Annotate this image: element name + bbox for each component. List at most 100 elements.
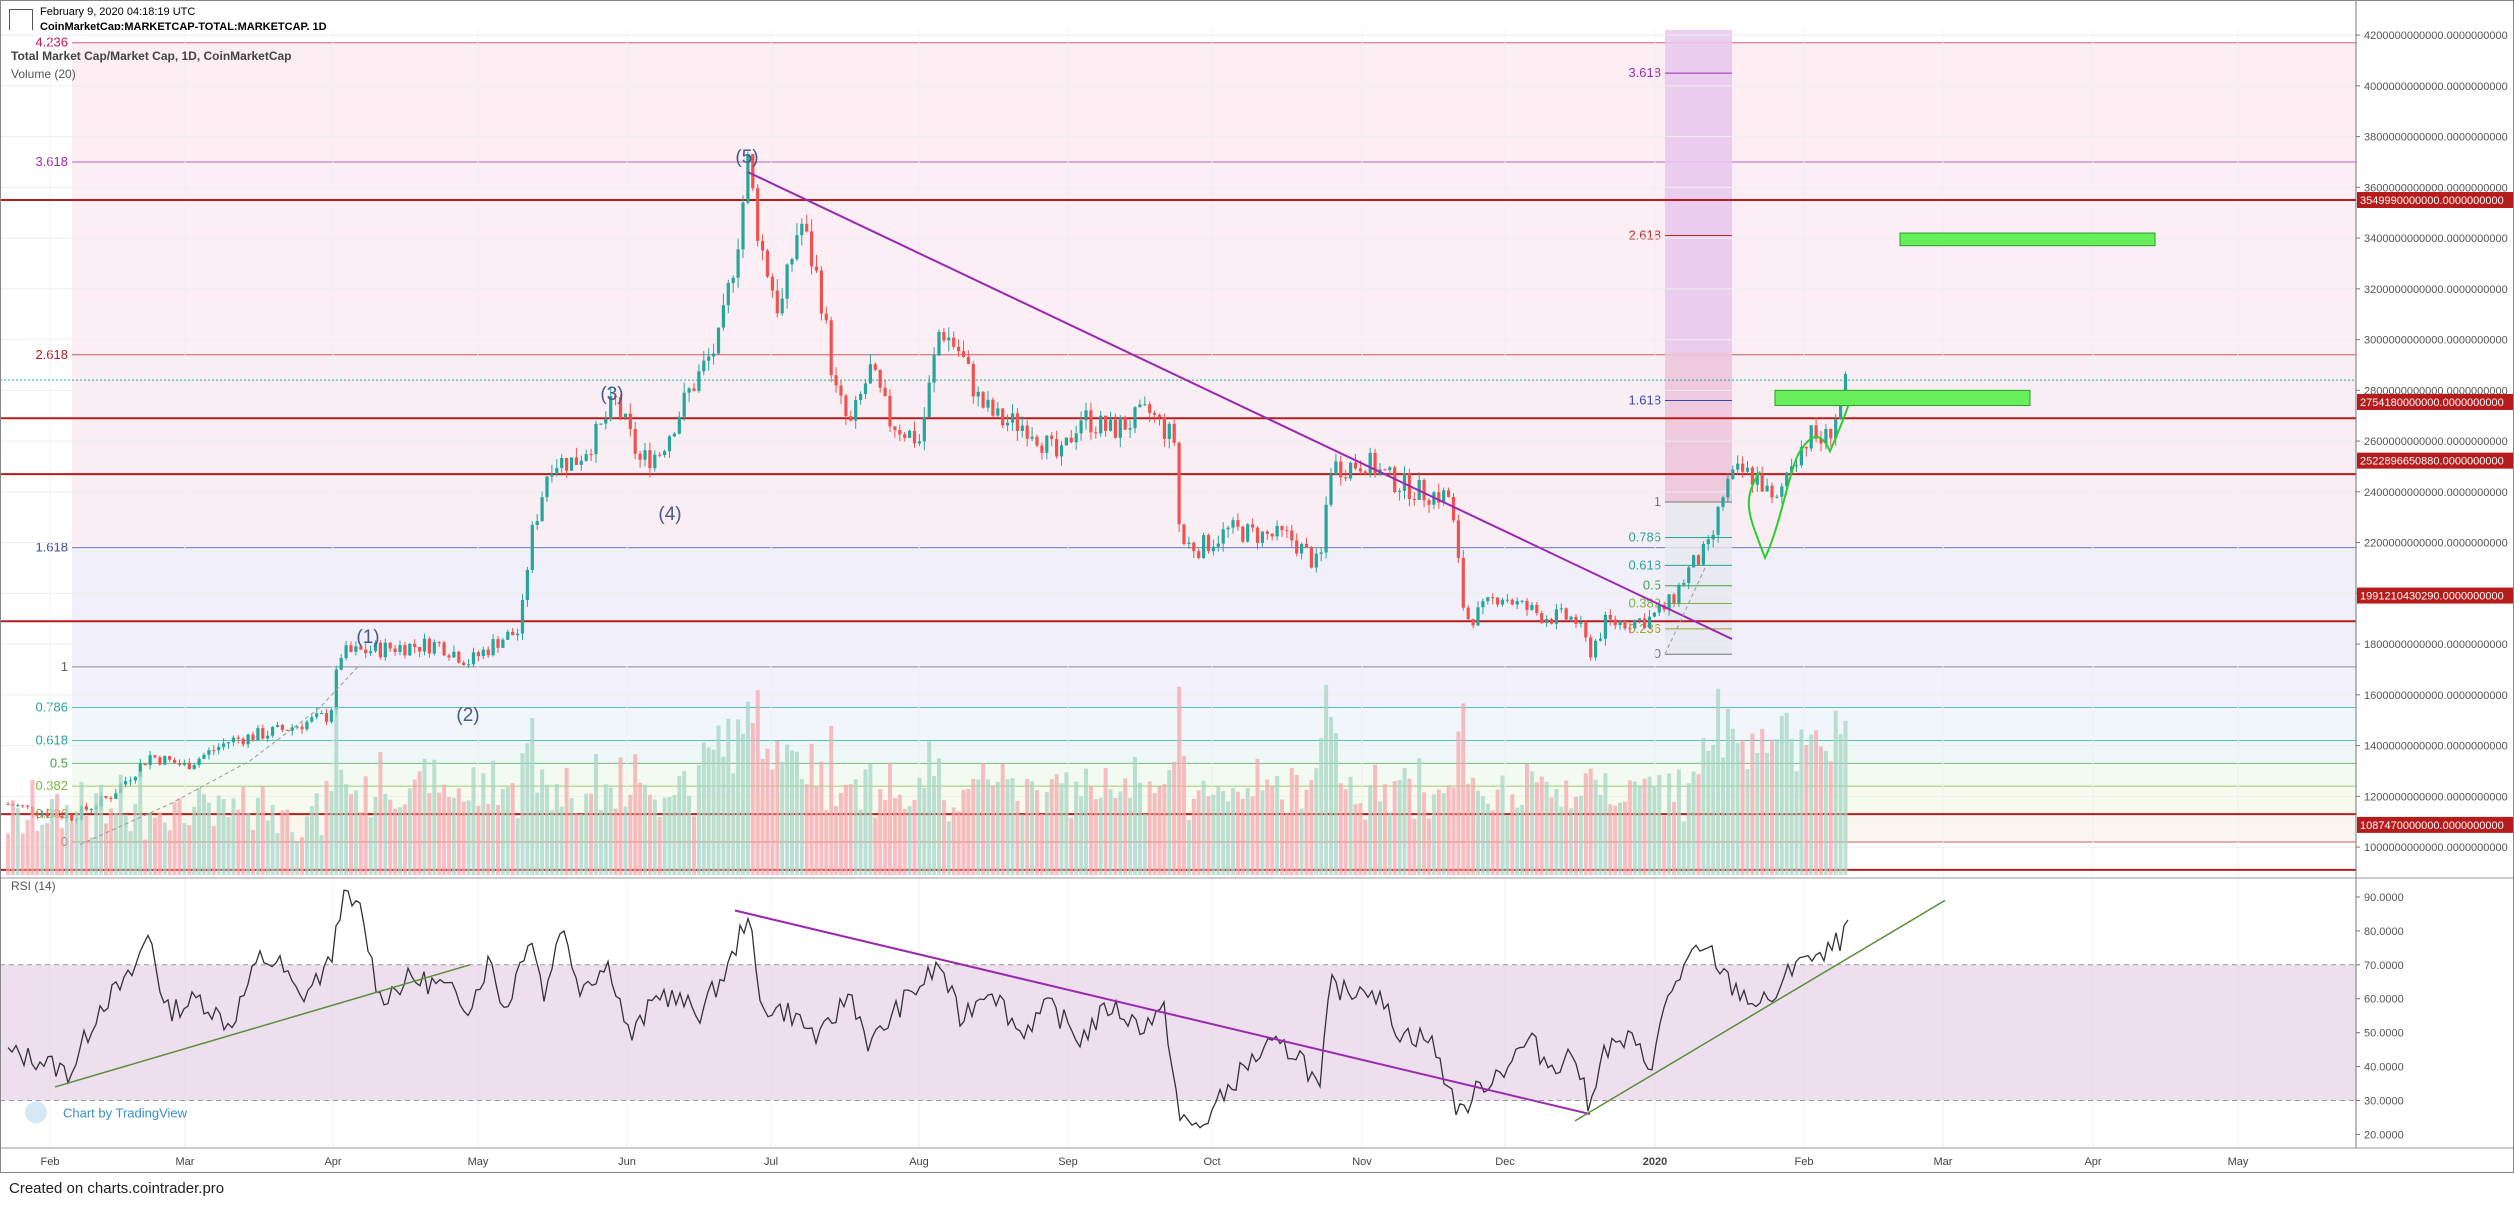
volume-bar	[1838, 734, 1843, 875]
volume-bar	[211, 826, 216, 875]
candle-body	[1216, 543, 1220, 547]
candle-body	[1069, 437, 1073, 443]
volume-bar	[1152, 792, 1157, 875]
time-axis-label: 2020	[1643, 1156, 1667, 1168]
descending-trendline	[747, 171, 1733, 640]
time-axis-label: Aug	[909, 1156, 929, 1168]
candle-body	[1015, 413, 1019, 432]
candle-body	[574, 457, 578, 465]
candle-body	[1745, 467, 1750, 472]
volume-bar	[1133, 757, 1137, 875]
candle-body	[604, 419, 608, 424]
volume-bar	[995, 781, 1000, 875]
volume-bar	[741, 733, 745, 875]
volume-bar	[388, 799, 393, 875]
candle-body	[697, 371, 701, 391]
candle-body	[545, 476, 549, 498]
candle-body	[1402, 473, 1407, 491]
volume-bar	[1142, 813, 1147, 875]
volume-bar	[1044, 791, 1049, 875]
candle-body	[383, 642, 387, 658]
wave-label: (2)	[456, 705, 479, 726]
candle-body	[1672, 594, 1676, 604]
fib-zone-band	[72, 666, 2356, 708]
candle-body	[1711, 534, 1715, 540]
volume-bar	[398, 807, 402, 875]
candle-body	[364, 649, 368, 654]
candle-body	[716, 327, 721, 354]
volume-bar	[1490, 810, 1495, 875]
volume-bar	[45, 823, 50, 875]
candle-body	[682, 392, 686, 417]
volume-bar	[1833, 710, 1838, 875]
candle-body	[462, 662, 466, 665]
volume-bar	[55, 793, 59, 875]
volume-bar	[500, 789, 505, 875]
volume-bar	[1343, 789, 1348, 875]
volume-bar	[912, 800, 917, 875]
candle-body	[736, 249, 740, 278]
volume-bar	[437, 792, 442, 875]
volume-bar	[1059, 783, 1064, 875]
volume-bar	[358, 812, 363, 875]
volume-bar	[623, 806, 628, 875]
volume-bar	[1598, 794, 1603, 875]
candle-body	[1461, 557, 1465, 608]
price-axis-label: 3000000000000.0000000000	[2364, 335, 2508, 347]
volume-bar	[638, 782, 643, 875]
volume-bar	[1451, 787, 1456, 875]
candle-body	[599, 423, 603, 425]
volume-bar	[1559, 806, 1564, 875]
volume-bar	[143, 839, 148, 875]
volume-bar	[1735, 743, 1740, 875]
time-axis-label: Jul	[764, 1156, 778, 1168]
chart-canvas[interactable]: 4.236 3.618 2.618 1.618 1 0.786 0.618 0.5 0.382 0…	[0, 0, 2514, 1180]
volume-bar	[598, 810, 603, 875]
volume-bar	[961, 789, 966, 875]
volume-bar	[1167, 770, 1172, 875]
volume-bar	[1069, 817, 1074, 875]
candle-body	[1608, 614, 1612, 620]
volume-bar	[1098, 797, 1103, 875]
candle-body	[437, 642, 441, 644]
volume-bar	[1422, 792, 1427, 875]
volume-bar	[1627, 780, 1632, 875]
volume-bar	[1843, 720, 1848, 875]
volume-bar	[1088, 786, 1093, 875]
candle-body	[1006, 422, 1010, 426]
candle-body	[1594, 640, 1598, 658]
candle-body	[1344, 477, 1348, 479]
candle-body	[1108, 419, 1113, 431]
candle-body	[878, 369, 882, 388]
wave-label: (4)	[658, 504, 681, 525]
candle-body	[1118, 417, 1122, 438]
volume-bar	[1084, 768, 1088, 875]
candle-body	[197, 758, 201, 765]
candle-body	[1167, 423, 1171, 440]
candle-body	[432, 642, 436, 654]
volume-bar	[1456, 731, 1461, 875]
candle-body	[1001, 408, 1005, 426]
volume-bar	[64, 804, 69, 875]
candle-body	[1638, 618, 1642, 620]
volume-bar	[363, 776, 368, 875]
candle-body	[957, 346, 961, 352]
rsi-uptrend-1	[54, 964, 471, 1088]
candle-body	[1554, 609, 1558, 624]
volume-bar	[1147, 781, 1152, 875]
candle-body	[917, 441, 921, 444]
volume-bar	[608, 787, 613, 875]
candle-body	[667, 436, 672, 452]
candle-body	[241, 738, 245, 745]
right-fib-level-label: 1	[1654, 494, 1661, 509]
volume-bar	[824, 810, 829, 875]
candle-body	[1755, 474, 1759, 485]
candle-body	[1647, 616, 1652, 628]
volume-bar	[667, 796, 672, 875]
candle-body	[942, 331, 946, 341]
candle-body	[40, 812, 44, 816]
volume-bar	[192, 806, 197, 875]
candle-body	[1613, 619, 1617, 626]
candle-body	[520, 600, 525, 634]
tradingview-label: Chart by TradingView	[63, 1105, 188, 1120]
